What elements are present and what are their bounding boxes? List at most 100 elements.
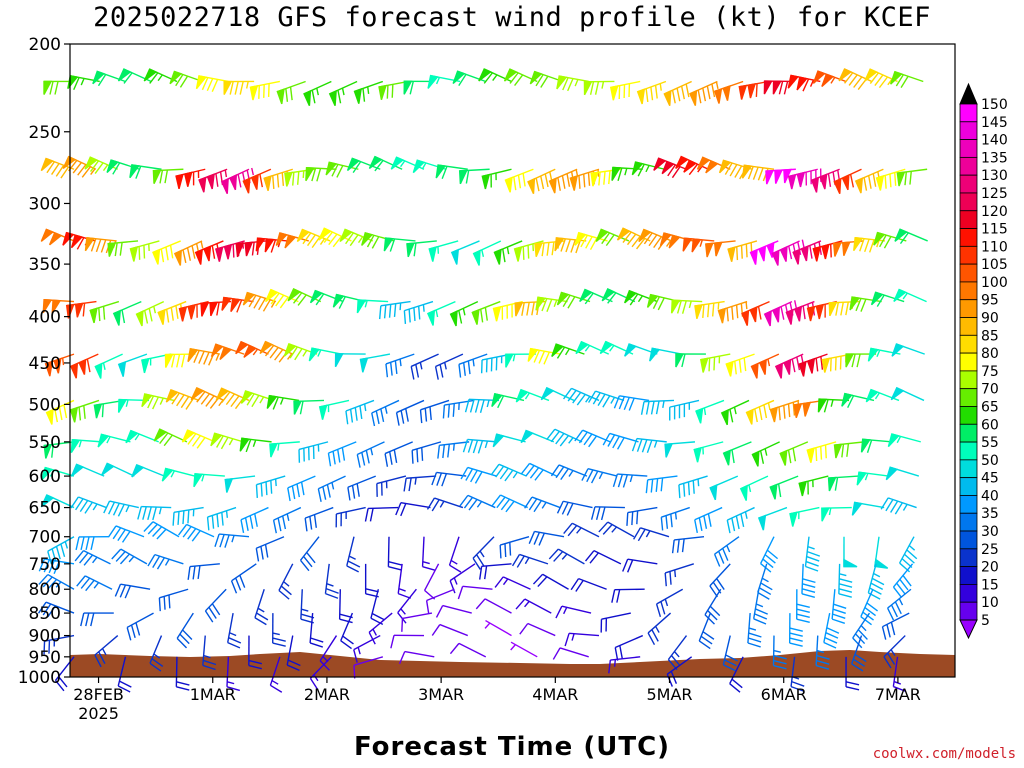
wind-barb (129, 164, 162, 179)
wind-barb (885, 466, 920, 481)
colorbar-segment (959, 601, 978, 621)
wind-barb (106, 159, 140, 175)
wind-barb (729, 656, 744, 693)
wind-barb (449, 642, 487, 658)
wind-barb (774, 353, 805, 379)
wind-barb (390, 634, 425, 649)
wind-barb (178, 300, 209, 322)
wind-barb (510, 641, 538, 658)
colorbar-segment (959, 512, 978, 532)
wind-barb (520, 462, 558, 481)
wind-barb (435, 604, 472, 618)
wind-barb (472, 536, 495, 570)
wind-barb (890, 70, 924, 88)
wind-barb (117, 656, 132, 693)
wind-barb (694, 300, 725, 320)
colorbar-label: 75 (981, 364, 999, 380)
wind-barb (556, 75, 589, 92)
wind-barb (887, 433, 921, 448)
wind-barb (318, 399, 350, 420)
wind-barb (796, 589, 810, 623)
wind-barb (449, 563, 476, 594)
wind-barb (874, 536, 889, 569)
colorbar-label: 40 (981, 488, 999, 504)
x-tick-label: 4MAR (532, 685, 578, 704)
wind-barb (590, 168, 621, 187)
colorbar-label: 85 (981, 328, 999, 344)
wind-barb (551, 343, 585, 359)
wind-barb (309, 656, 332, 690)
wind-barb (272, 506, 302, 534)
wind-barb (741, 300, 770, 326)
x-tick-label: 2MAR (304, 685, 350, 704)
wind-barb (798, 353, 828, 377)
wind-barb (464, 398, 500, 413)
wind-barb (143, 521, 180, 540)
wind-barb (827, 475, 859, 492)
wind-barb (757, 563, 773, 600)
wind-barb (548, 548, 585, 565)
wind-barb (574, 429, 611, 448)
wind-barb (76, 575, 113, 592)
wind-barb (854, 168, 884, 194)
wind-barb (178, 523, 215, 542)
wind-barb (299, 536, 320, 572)
wind-barb (725, 353, 755, 377)
wind-barb (789, 506, 820, 527)
wind-barb (94, 635, 119, 668)
wind-barb (278, 563, 294, 600)
wind-barb (655, 588, 684, 618)
wind-barb (614, 634, 644, 661)
wind-barb (492, 433, 526, 448)
wind-barb (157, 300, 187, 325)
wind-barb (370, 589, 385, 626)
wind-barb (689, 80, 719, 106)
wind-barb (111, 548, 148, 565)
wind-barb (175, 656, 190, 691)
chart-title: 2025022718 GFS forecast wind profile (kt… (93, 2, 931, 33)
wind-barb (70, 438, 103, 454)
wind-barb (378, 300, 411, 320)
wind-barb (515, 388, 550, 403)
colorbar-label: 50 (981, 453, 999, 469)
wind-barb (590, 506, 625, 521)
wind-barb (202, 635, 217, 671)
wind-barb (152, 240, 181, 265)
wind-barb (875, 168, 906, 191)
wind-barb (84, 237, 117, 254)
wind-barb (347, 475, 376, 501)
wind-barb (65, 300, 97, 319)
wind-barb (459, 494, 496, 511)
wind-barb (609, 80, 641, 101)
wind-barb (860, 438, 893, 453)
wind-barb (448, 536, 462, 573)
wind-barb (255, 536, 285, 562)
wind-barb (269, 656, 283, 693)
wind-barb (491, 494, 528, 513)
wind-barb (499, 536, 530, 559)
wind-barb (161, 467, 195, 482)
wind-barb (255, 475, 286, 499)
colorbar-label: 125 (981, 186, 1008, 202)
wind-barb (579, 288, 613, 305)
wind-barb (287, 475, 316, 502)
wind-barb (481, 168, 512, 190)
wind-barb (345, 399, 375, 425)
x-tick-label: 7MAR (875, 685, 921, 704)
wind-barb (431, 623, 469, 637)
wind-barb (898, 536, 918, 573)
wind-barb (600, 612, 631, 633)
wind-barb (616, 227, 651, 250)
colorbar-segment (959, 103, 978, 123)
colorbar-label: 15 (981, 577, 999, 593)
wind-barb (669, 399, 700, 421)
wind-barb (44, 353, 75, 377)
wind-barb (671, 536, 705, 554)
wind-barb (751, 441, 780, 467)
wind-barb (437, 441, 470, 459)
wind-barb (193, 473, 225, 488)
wind-barb (324, 563, 339, 599)
wind-barb (747, 613, 762, 648)
wind-barb (190, 386, 225, 409)
wind-barb (435, 164, 468, 180)
